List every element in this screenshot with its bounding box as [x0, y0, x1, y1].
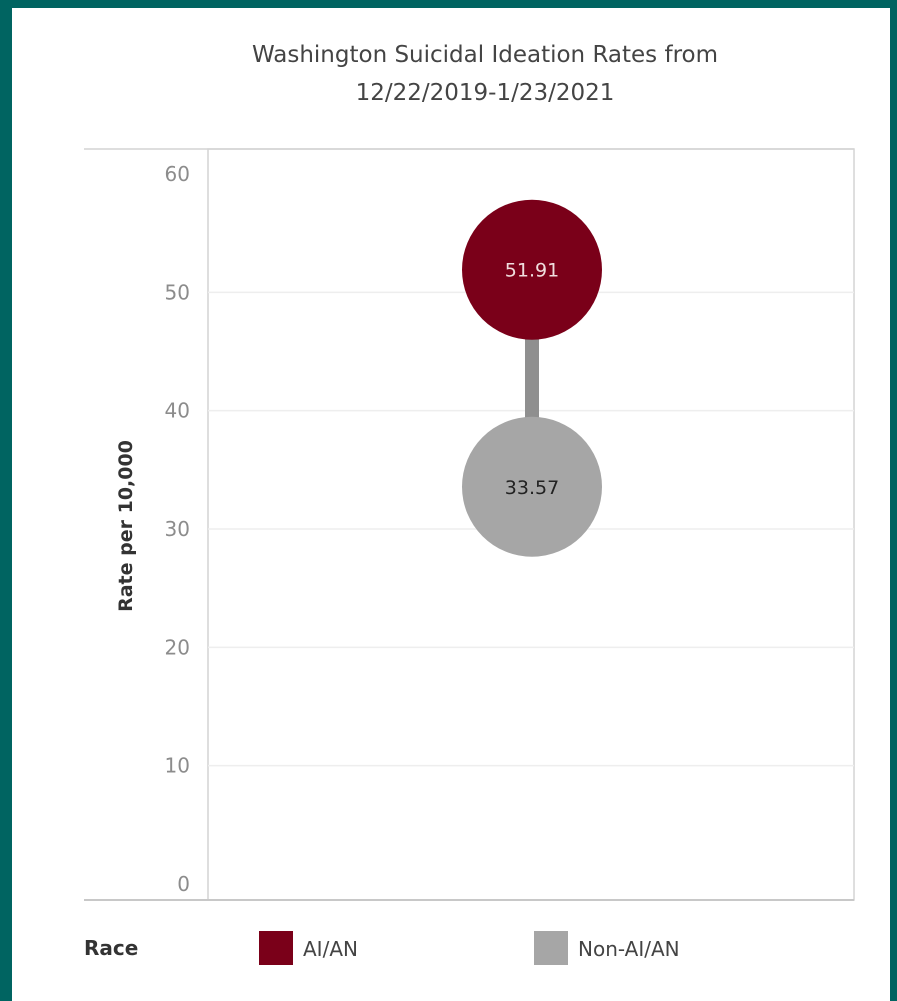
y-tick-40: 40 — [165, 399, 190, 423]
legend-swatch-ai-an — [259, 931, 293, 965]
dot-non-ai-an[interactable] — [462, 416, 602, 557]
y-axis-label: Rate per 10,000 — [115, 440, 137, 612]
y-tick-30: 30 — [165, 517, 190, 541]
chart-title-line-2: 12/22/2019-1/23/2021 — [355, 80, 615, 106]
y-tick-10: 10 — [165, 754, 190, 778]
y-tick-60: 60 — [165, 162, 190, 186]
chart-panel: Washington Suicidal Ideation Rates from … — [12, 8, 890, 1001]
y-tick-20: 20 — [165, 635, 190, 659]
legend: Race AI/AN Non-AI/AN — [84, 928, 844, 968]
dot-ai-an[interactable] — [462, 199, 602, 340]
chart-title-line-1: Washington Suicidal Ideation Rates from — [251, 42, 719, 68]
dumbbell-chart: 0 10 20 30 40 50 60 Rate per 10,000 51.91 33.57 — [84, 148, 855, 901]
y-axis-ticks: 0 10 20 30 40 50 60 — [165, 162, 190, 896]
legend-label-non-ai-an: Non-AI/AN — [578, 937, 680, 961]
dumbbell-marks: 51.91 33.57 — [462, 199, 602, 557]
legend-title: Race — [84, 936, 139, 960]
dot-label-ai-an: 51.91 — [505, 260, 559, 282]
chart-title: Washington Suicidal Ideation Rates from … — [92, 36, 878, 112]
y-tick-0: 0 — [177, 872, 190, 896]
y-tick-50: 50 — [165, 280, 190, 304]
legend-label-ai-an: AI/AN — [303, 937, 358, 961]
legend-swatch-non-ai-an — [534, 931, 568, 965]
dot-label-non-ai-an: 33.57 — [505, 477, 559, 499]
